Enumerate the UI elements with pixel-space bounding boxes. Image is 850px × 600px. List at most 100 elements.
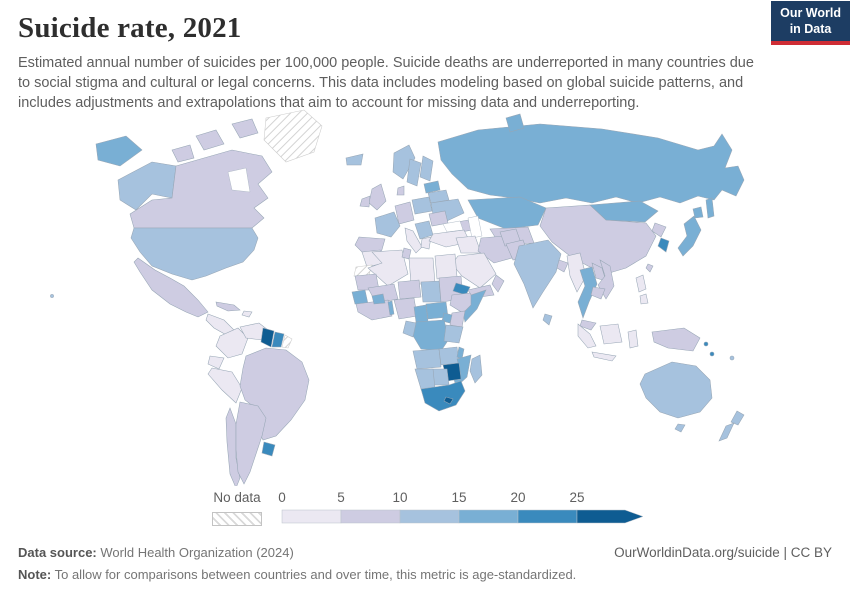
country-uruguay[interactable] <box>261 441 276 457</box>
country-australia-tasmania[interactable] <box>674 423 686 433</box>
legend-bin-25+[interactable] <box>576 509 644 524</box>
country-finland[interactable] <box>419 155 434 182</box>
country-balkans[interactable] <box>414 220 434 240</box>
legend-bin-15-20[interactable] <box>458 509 519 524</box>
country-tanzania[interactable] <box>443 324 464 344</box>
country-malaysia[interactable] <box>579 319 597 331</box>
country-new-zealand-south[interactable] <box>718 422 735 442</box>
owid-link[interactable]: OurWorldinData.org/suicide | CC BY <box>614 545 832 560</box>
country-myanmar[interactable] <box>566 252 587 293</box>
country-fiji[interactable] <box>729 355 735 361</box>
country-united-kingdom[interactable] <box>368 183 387 211</box>
country-russia-sakhalin[interactable] <box>705 197 715 219</box>
country-united-states[interactable] <box>130 227 259 281</box>
country-japan[interactable] <box>677 215 702 257</box>
country-kenya[interactable] <box>449 310 466 328</box>
country-french-guiana[interactable] <box>281 334 293 349</box>
country-gabon-congo[interactable] <box>402 320 417 338</box>
country-germany[interactable] <box>394 201 415 225</box>
country-ireland[interactable] <box>359 195 371 208</box>
country-solomon-islands[interactable] <box>703 341 709 347</box>
country-namibia[interactable] <box>414 368 436 390</box>
country-indonesia-sumatra[interactable] <box>577 323 597 349</box>
country-france[interactable] <box>374 211 401 238</box>
country-burkina-faso[interactable] <box>371 293 386 305</box>
country-canada-arctic-2[interactable] <box>231 118 259 139</box>
country-bangladesh[interactable] <box>556 259 569 273</box>
country-argentina[interactable] <box>235 401 267 485</box>
country-russia[interactable] <box>437 123 745 204</box>
country-greenland[interactable] <box>263 109 323 163</box>
country-tunisia[interactable] <box>401 247 412 260</box>
country-philippines-2[interactable] <box>639 293 649 305</box>
legend-no-data[interactable]: No data <box>212 490 262 526</box>
country-caribbean[interactable] <box>241 310 253 318</box>
country-new-zealand-north[interactable] <box>730 410 745 426</box>
legend-bin-0-5[interactable] <box>281 509 342 524</box>
country-indonesia-sulawesi[interactable] <box>627 329 639 349</box>
country-north-korea[interactable] <box>651 222 667 238</box>
legend-bin-20-25[interactable] <box>517 509 578 524</box>
country-cambodia[interactable] <box>590 286 606 300</box>
legend-bin-10-15[interactable] <box>399 509 460 524</box>
country-madagascar[interactable] <box>469 354 483 384</box>
country-ecuador[interactable] <box>207 355 225 370</box>
legend-bin-5-10[interactable] <box>340 509 401 524</box>
country-iceland[interactable] <box>345 153 364 166</box>
country-india[interactable] <box>513 239 562 309</box>
country-nigeria[interactable] <box>393 297 418 320</box>
country-south-africa[interactable] <box>420 380 466 412</box>
country-cameroon[interactable] <box>413 304 429 323</box>
country-oman[interactable] <box>491 274 505 293</box>
country-iran[interactable] <box>477 235 513 264</box>
country-cuba[interactable] <box>215 301 241 312</box>
country-sweden[interactable] <box>406 158 422 187</box>
country-guyana[interactable] <box>260 327 275 348</box>
country-egypt[interactable] <box>434 253 458 280</box>
country-united-states-alaska[interactable] <box>117 161 177 211</box>
country-zambia[interactable] <box>438 346 460 366</box>
country-suriname[interactable] <box>271 331 285 348</box>
country-drc[interactable] <box>411 319 450 352</box>
country-japan-hokkaido[interactable] <box>692 206 704 219</box>
country-canada[interactable] <box>129 149 273 229</box>
country-libya[interactable] <box>408 257 436 285</box>
country-canada-arctic-3[interactable] <box>171 144 195 163</box>
country-peru[interactable] <box>207 367 243 404</box>
country-canada-arctic-1[interactable] <box>195 129 225 151</box>
country-thailand[interactable] <box>577 266 598 319</box>
country-lesotho[interactable] <box>443 396 454 405</box>
country-spain[interactable] <box>354 236 386 254</box>
country-colombia[interactable] <box>215 327 249 359</box>
country-belarus[interactable] <box>427 189 450 204</box>
country-denmark[interactable] <box>396 185 405 196</box>
country-south-korea[interactable] <box>657 237 670 253</box>
country-angola[interactable] <box>412 348 442 370</box>
country-mexico[interactable] <box>133 257 209 318</box>
country-philippines-1[interactable] <box>635 274 647 293</box>
country-australia[interactable] <box>639 361 713 419</box>
country-greece[interactable] <box>420 236 432 250</box>
country-united-states-hawaii[interactable] <box>50 294 54 298</box>
data-source-value: World Health Organization (2024) <box>100 545 294 560</box>
country-poland[interactable] <box>411 196 433 215</box>
country-somalia[interactable] <box>462 289 487 323</box>
country-indonesia-borneo[interactable] <box>599 323 623 345</box>
country-niger[interactable] <box>397 279 422 300</box>
country-italy[interactable] <box>404 227 423 254</box>
country-new-guinea[interactable] <box>651 327 701 352</box>
country-benin-togo[interactable] <box>387 300 395 316</box>
country-uganda[interactable] <box>441 312 453 324</box>
country-indonesia-java[interactable] <box>591 351 617 362</box>
country-guinea[interactable] <box>351 289 369 305</box>
country-russia-novaya-zemlya[interactable] <box>505 113 525 133</box>
country-taiwan[interactable] <box>645 263 654 273</box>
country-vanuatu[interactable] <box>709 351 715 357</box>
country-mongolia[interactable] <box>589 200 659 223</box>
country-chad[interactable] <box>420 280 442 303</box>
country-russia-chukotka[interactable] <box>95 135 143 167</box>
country-sri-lanka[interactable] <box>542 313 553 326</box>
country-baltic-states[interactable] <box>423 180 441 194</box>
country-iraq-syria[interactable] <box>455 235 482 254</box>
owid-logo[interactable]: Our World in Data <box>771 1 850 46</box>
